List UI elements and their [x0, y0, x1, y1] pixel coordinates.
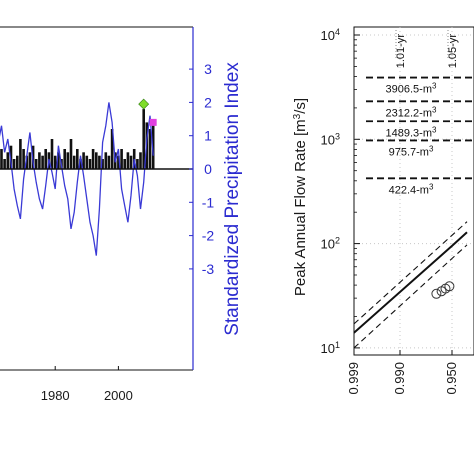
- left-x-axis-ticks: 1980 2000: [41, 366, 133, 403]
- spi-tick-label: 1: [204, 128, 212, 144]
- bar: [104, 152, 108, 169]
- return-period-labels: 1.01-yr 1.05-yr: [395, 27, 459, 68]
- bar: [44, 149, 47, 169]
- bar: [82, 152, 85, 169]
- upper-confidence-line: [353, 221, 468, 325]
- spi-axis-ticks: -3 -2 -1 0 1 2 3: [189, 61, 214, 277]
- x-tick-label: 1980: [41, 388, 70, 403]
- bar: [16, 155, 19, 169]
- spi-tick-label: 3: [204, 61, 212, 77]
- right-chart: 3906.5-m3 2312.2-m3 1489.3-m3 975.7-m3 422.4…: [292, 26, 474, 395]
- bar: [72, 155, 76, 169]
- y-tick-label: 102: [321, 236, 340, 252]
- bar: [53, 155, 57, 169]
- right-plot-area: [353, 26, 474, 356]
- bar: [110, 129, 114, 169]
- flow-axis-title: Peak Annual Flow Rate [m3/s]: [292, 98, 310, 296]
- bar: [57, 152, 60, 169]
- bar: [25, 155, 29, 169]
- bar: [142, 109, 145, 169]
- x-tick-label: 2000: [104, 388, 133, 403]
- return-period-label: 1.05-yr: [447, 34, 459, 69]
- bar: [76, 149, 79, 169]
- right-x-axis-ticks: 0.999 0.990 0.950: [346, 350, 459, 395]
- bar: [12, 159, 16, 169]
- bar: [34, 159, 38, 169]
- bar: [120, 149, 123, 169]
- observation-point: [431, 288, 442, 299]
- bar: [6, 152, 10, 169]
- bar: [136, 159, 139, 169]
- left-plot-area: [0, 27, 193, 370]
- bar: [85, 155, 89, 169]
- x-tick-label: 0.999: [346, 362, 361, 395]
- bar: [98, 155, 101, 169]
- bar: [129, 155, 133, 169]
- threshold-label: 422.4-m3: [389, 182, 434, 197]
- threshold-lines: 3906.5-m3 2312.2-m3 1489.3-m3 975.7-m3 422.4…: [366, 76, 474, 197]
- right-grid: [354, 27, 474, 355]
- right-y-axis-ticks: 101 102 103 104: [321, 27, 360, 356]
- bar: [107, 155, 111, 169]
- spi-tick-label: -1: [202, 194, 215, 210]
- threshold-label: 2312.2-m3: [386, 105, 437, 120]
- left-chart: -3 -2 -1 0 1 2 3 1980 2000 Standardized Precipi…: [0, 26, 243, 403]
- y-tick-label: 104: [321, 27, 340, 43]
- magenta-square-marker: [149, 118, 157, 126]
- bar: [101, 159, 104, 169]
- bar: [66, 152, 70, 169]
- observation-point: [444, 281, 455, 292]
- spi-tick-label: 2: [204, 94, 212, 110]
- marker-series: [138, 98, 157, 126]
- x-tick-label: 0.990: [392, 362, 407, 395]
- bar: [9, 145, 13, 169]
- observation-points: [431, 281, 455, 299]
- bar: [139, 152, 142, 169]
- bar: [88, 159, 92, 169]
- bar: [63, 149, 66, 169]
- x-tick-label: 0.950: [444, 362, 459, 395]
- bar: [22, 149, 25, 169]
- bar: [0, 149, 3, 169]
- bar: [126, 152, 130, 169]
- threshold-label: 3906.5-m3: [386, 81, 437, 96]
- bar: [3, 159, 6, 169]
- bar: [79, 159, 82, 169]
- bar: [69, 139, 73, 169]
- lower-confidence-line: [353, 244, 468, 349]
- bar: [28, 152, 32, 169]
- threshold-label: 975.7-m3: [389, 144, 434, 159]
- bar: [38, 152, 41, 169]
- spi-tick-label: -3: [202, 261, 215, 277]
- return-period-label: 1.01-yr: [395, 34, 407, 69]
- y-tick-label: 101: [321, 340, 340, 356]
- bar: [19, 139, 22, 169]
- bar: [117, 155, 120, 169]
- y-tick-label: 103: [321, 131, 340, 147]
- bar: [123, 159, 126, 169]
- threshold-label: 1489.3-m3: [386, 125, 437, 140]
- bar: [41, 155, 44, 169]
- bar: [151, 124, 155, 169]
- spi-axis-title: Standardized Precipitation Index: [222, 62, 243, 336]
- bar: [50, 139, 54, 169]
- bar: [91, 149, 95, 169]
- bar: [148, 129, 152, 169]
- spi-line: [0, 102, 154, 256]
- green-diamond-marker: [138, 98, 150, 110]
- spi-tick-label: 0: [204, 161, 212, 177]
- bar: [95, 152, 98, 169]
- fit-line: [353, 231, 468, 334]
- spi-tick-label: -2: [202, 228, 215, 244]
